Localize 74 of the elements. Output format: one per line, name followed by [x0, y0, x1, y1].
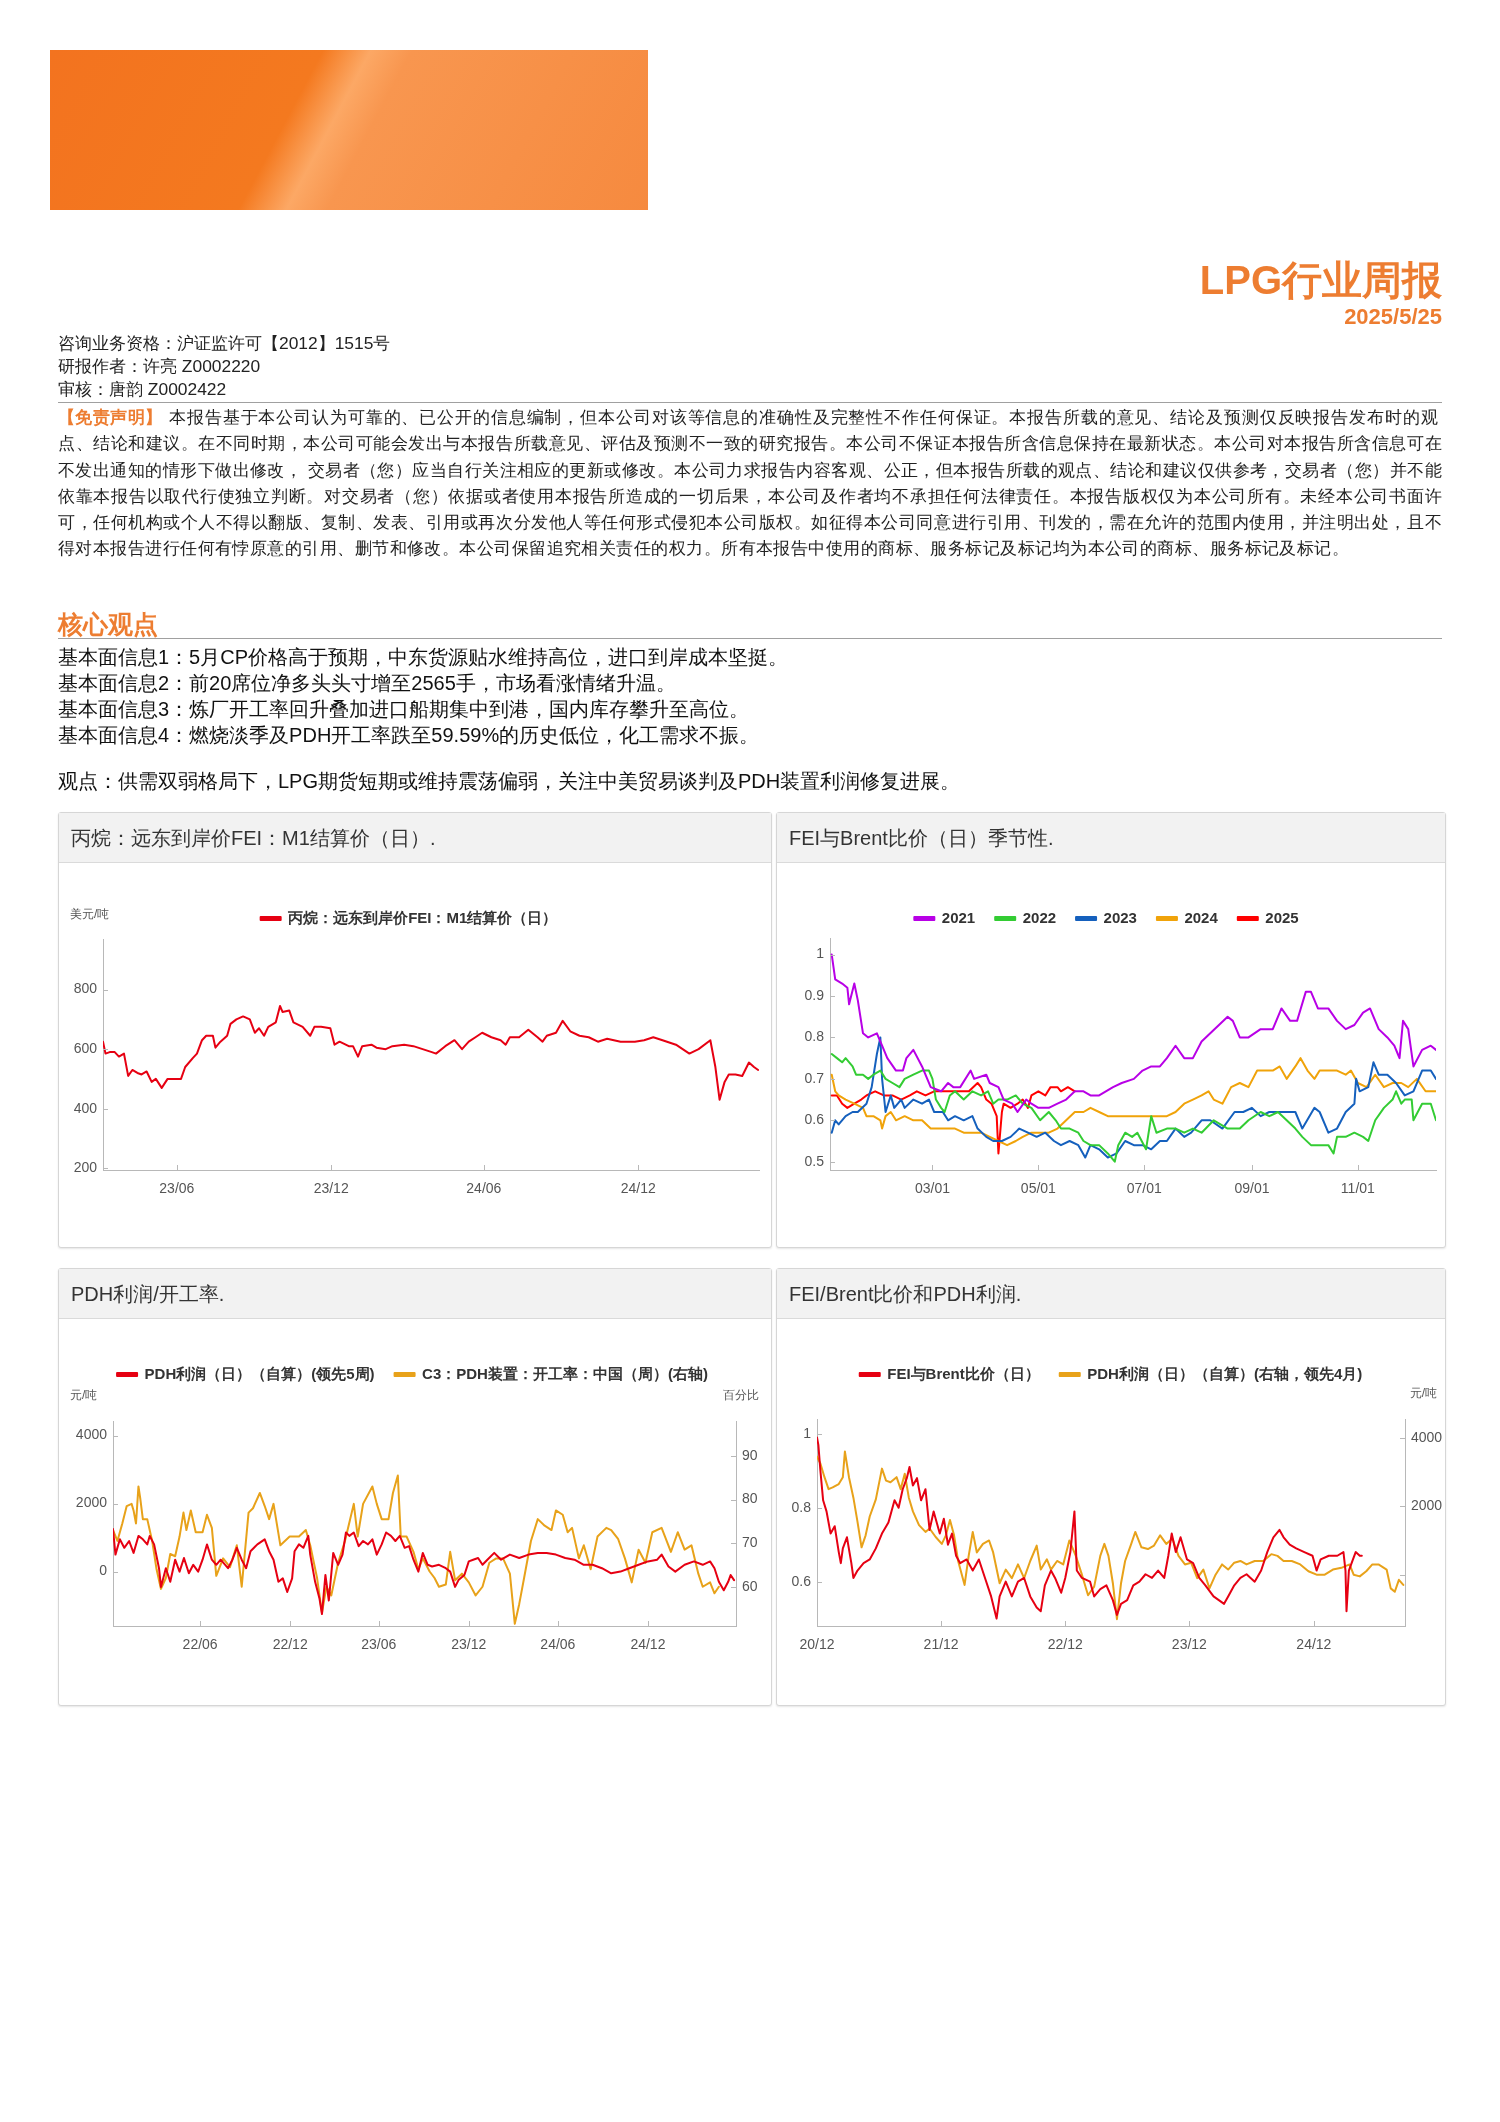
- y2-axis-title: 百分比: [723, 1388, 759, 1403]
- x-tick-label: 11/01: [1340, 1180, 1376, 1197]
- y-tick-label: 0.5: [804, 1152, 825, 1169]
- text: 本报告基于本公司认为可靠的、已公开的信息编制，但本公司对该等信息的准确性及完整性不作任何保证。本报告所载的意见、结论及预测仅反映报告发布时的观: [169, 406, 1439, 429]
- y-tick-label: 1: [816, 945, 825, 962]
- y-tick-label: 0.9: [804, 986, 825, 1003]
- x-tick-label: 24/12: [620, 1180, 656, 1197]
- chart-title: FEI与Brent比价（日）季节性.: [789, 826, 1054, 851]
- x-tick-label: 07/01: [1126, 1180, 1163, 1197]
- legend-label: 2025: [1265, 908, 1299, 926]
- text: 观点：供需双弱格局下，LPG期货短期或维持震荡偏弱，关注中美贸易谈判及PDH装置利润修复进展。: [58, 769, 961, 794]
- legend-label: PDH利润（日）（自算）(领先5周): [144, 1364, 375, 1382]
- x-tick-label: 24/06: [540, 1636, 576, 1653]
- x-tick-label: 23/06: [159, 1180, 195, 1197]
- y-axis-title: 元/吨: [70, 1388, 98, 1403]
- legend-label: 2021: [941, 908, 976, 926]
- text: 2025/5/25: [1344, 304, 1442, 329]
- y-tick-label: 800: [73, 980, 98, 997]
- y2-axis-title: 元/吨: [1409, 1386, 1437, 1401]
- legend-label: 丙烷：远东到岸价FEI：M1结算价（日）: [287, 908, 558, 926]
- x-tick-label: 24/06: [466, 1180, 502, 1197]
- chart-title: 丙烷：远东到岸价FEI：M1结算价（日）.: [71, 826, 436, 851]
- text: 【免责声明】: [58, 406, 163, 429]
- text: 基本面信息4：燃烧淡季及PDH开工率跌至59.59%的历史低位，化工需求不振。: [58, 723, 760, 748]
- y-tick-label: 0.6: [804, 1111, 825, 1128]
- chart-title: FEI/Brent比价和PDH利润.: [789, 1282, 1022, 1307]
- text: 研报作者：许亮 Z0002220: [58, 355, 261, 378]
- chart-title: PDH利润/开工率.: [71, 1282, 225, 1307]
- legend-label: 2022: [1022, 908, 1057, 926]
- x-tick-label: 24/12: [630, 1636, 666, 1653]
- text: 审核：唐韵 Z0002422: [58, 378, 227, 401]
- x-tick-label: 09/01: [1234, 1180, 1270, 1197]
- text: 咨询业务资格：沪证监许可【2012】1515号: [58, 332, 391, 355]
- y-tick-label: 4000: [75, 1426, 108, 1443]
- y-axis-title: 美元/吨: [70, 907, 110, 922]
- y2-tick-label: 90: [742, 1446, 758, 1463]
- y-tick-label: 0.6: [791, 1572, 812, 1589]
- x-tick-label: 21/12: [923, 1636, 959, 1653]
- y-tick-label: 200: [73, 1159, 98, 1176]
- y2-tick-label: 2000: [1411, 1497, 1443, 1514]
- y2-tick-label: 70: [742, 1533, 758, 1550]
- x-tick-label: 05/01: [1020, 1180, 1057, 1197]
- legend-label: FEI与Brent比价（日）: [887, 1364, 1040, 1382]
- x-tick-label: 03/01: [914, 1180, 951, 1197]
- legend-label: C3：PDH装置：开工率：中国（周）(右轴): [422, 1364, 708, 1382]
- y-tick-label: 1: [803, 1424, 812, 1441]
- text: 点、结论和建议。在不同时期，本公司可能会发出与本报告所载意见、评估及预测不一致的研究报告。本公司不保证本报告所含信息保持在最新状态。本公司对本报告所含信息可在不发出通知的情形下做出修改， 交易者（您）应当自行关注相应的更新或修改。本公司力求报告内容客观、公正，但本报告所载的观点、结论和建议仅供参考，交易者（您）并不能依靠本报告以取代行使独立判断。对交易者（您）依据或者使用本报告所造成的一切后果，本公司及作者均不承担任何法律责任。本报告版权仅为本公司所有。未经本公司书面许可，任何机构或个人不得以翻版、复制、发表、引用或再次分发他人等任何形式侵犯本公司版权。如征得本公司同意进行引用、刊发的，需在允许的范围内使用，并注明出处，且不得对本报告进行任何有悖原意的引用、删节和修改。本公司保留追究相关责任的权力。所有本报告中使用的商标、服务标记及标记均为本公司的商标、服务标记及标记。: [58, 432, 1442, 561]
- x-tick-label: 20/12: [799, 1636, 835, 1653]
- text: 基本面信息2：前20席位净多头头寸增至2565手，市场看涨情绪升温。: [58, 671, 676, 696]
- text: 基本面信息3：炼厂开工率回升叠加进口船期集中到港，国内库存攀升至高位。: [58, 697, 750, 722]
- legend-label: PDH利润（日）（自算）(右轴，领先4月): [1087, 1364, 1363, 1382]
- y-tick-label: 400: [73, 1099, 98, 1116]
- y-tick-label: 2000: [75, 1494, 108, 1511]
- y-tick-label: 0.7: [804, 1069, 825, 1086]
- x-tick-label: 24/12: [1296, 1636, 1332, 1653]
- text: 基本面信息1：5月CP价格高于预期，中东货源贴水维持高位，进口到岸成本坚挺。: [58, 645, 789, 670]
- x-tick-label: 23/12: [313, 1180, 349, 1197]
- y-tick-label: 0.8: [804, 1028, 825, 1045]
- x-tick-label: 23/12: [1171, 1636, 1208, 1653]
- x-tick-label: 23/06: [361, 1636, 397, 1653]
- legend-label: 2023: [1103, 908, 1137, 926]
- x-tick-label: 22/12: [272, 1636, 308, 1653]
- legend-label: 2024: [1184, 908, 1219, 926]
- y-tick-label: 0: [99, 1562, 108, 1579]
- x-tick-label: 22/12: [1047, 1636, 1083, 1653]
- x-tick-label: 22/06: [182, 1636, 218, 1653]
- x-tick-label: 23/12: [451, 1636, 487, 1653]
- y2-tick-label: 60: [742, 1577, 758, 1594]
- text: LPG行业周报: [1199, 257, 1442, 304]
- text: 核心观点: [58, 610, 158, 638]
- y-tick-label: 0.8: [791, 1498, 812, 1515]
- y2-tick-label: 4000: [1411, 1428, 1443, 1445]
- y-tick-label: 600: [73, 1040, 98, 1056]
- y2-tick-label: 80: [742, 1490, 758, 1507]
